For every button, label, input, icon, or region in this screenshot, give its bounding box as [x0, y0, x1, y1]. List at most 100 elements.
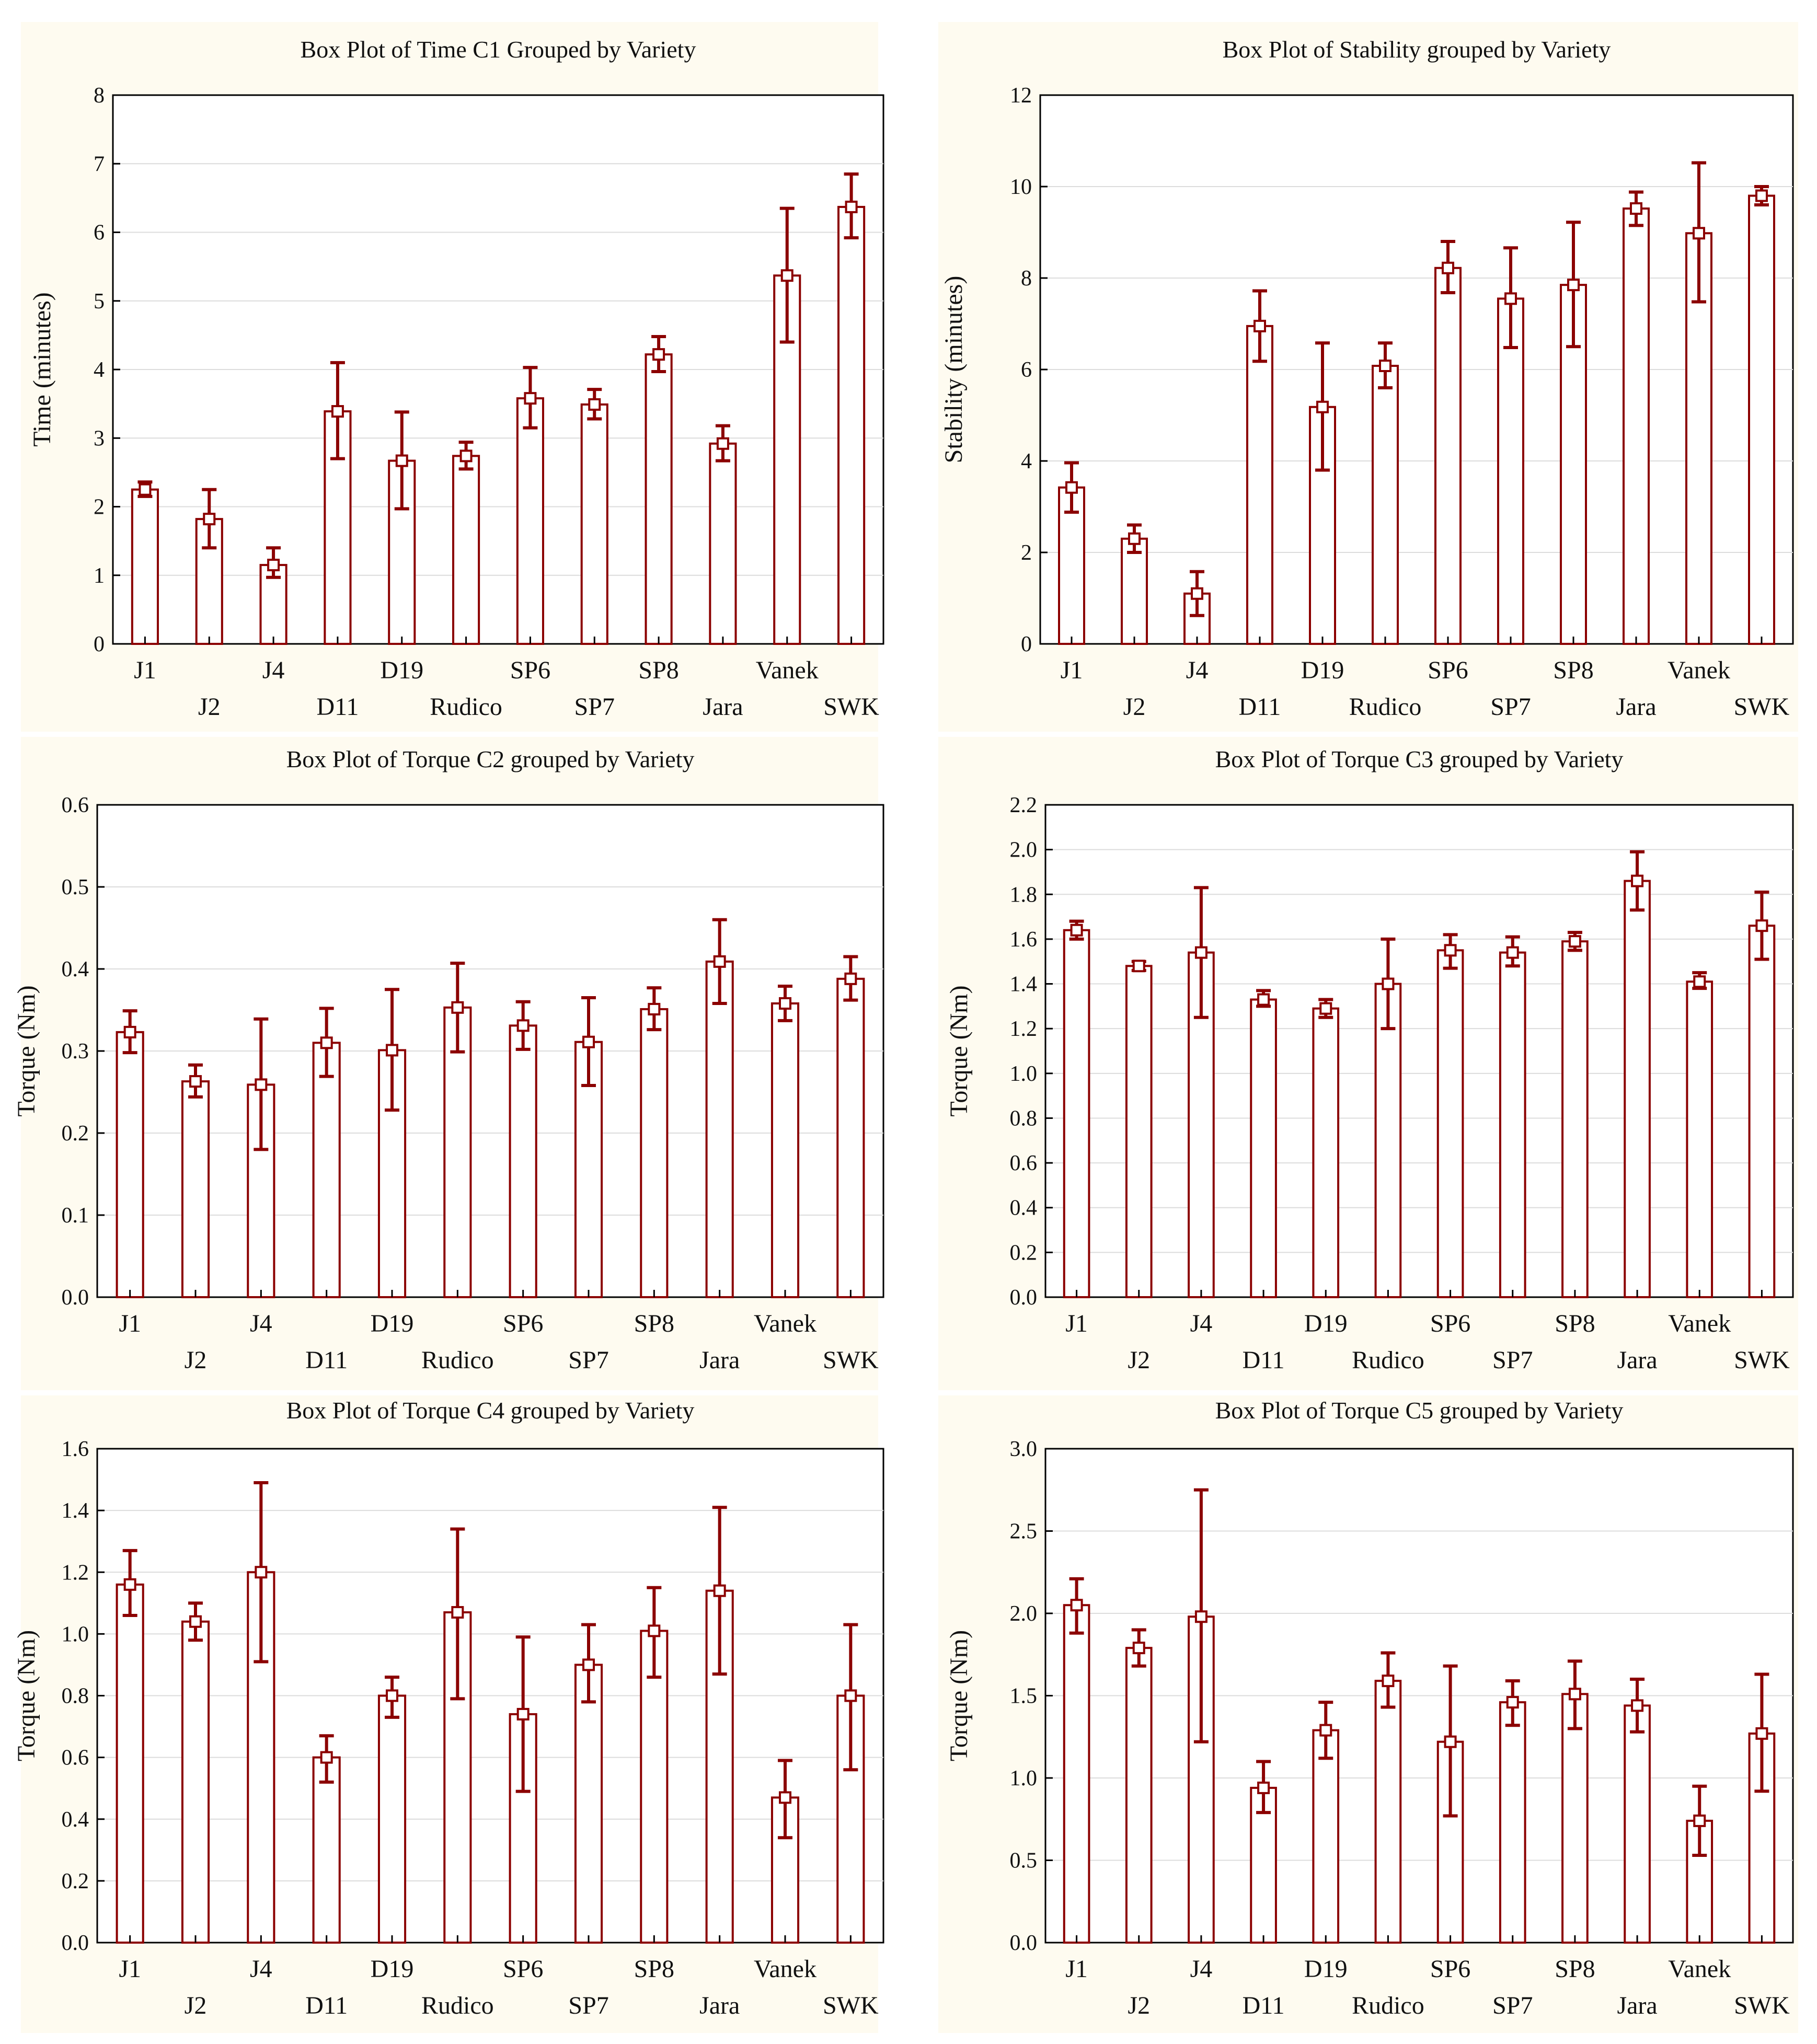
mean-marker	[1319, 1002, 1332, 1015]
bar	[312, 1042, 341, 1298]
mean-marker	[255, 1078, 268, 1091]
bar	[1686, 980, 1714, 1299]
x-category-label: Rudico	[1352, 1346, 1424, 1374]
mean-marker	[1755, 919, 1768, 932]
x-category-label: Vanek	[1668, 1310, 1731, 1337]
x-category-label: Vanek	[754, 1955, 816, 1983]
y-tick-label: 0.0	[62, 1931, 89, 1955]
y-tick-label: 4	[94, 358, 105, 382]
y-tick-label: 3	[94, 426, 105, 451]
x-category-label: Rudico	[430, 693, 502, 721]
y-tick-label: 0.2	[62, 1869, 89, 1893]
mean-marker	[1444, 944, 1457, 957]
x-category-label: D11	[1243, 1346, 1285, 1374]
mean-marker	[331, 405, 344, 418]
bar	[1623, 207, 1650, 645]
bar	[116, 1583, 144, 1944]
x-category-label: SP6	[1430, 1310, 1470, 1337]
mean-marker	[139, 483, 152, 496]
y-axis-label: Torque (Nm)	[945, 985, 973, 1116]
bar	[1748, 194, 1775, 645]
mean-marker	[459, 449, 473, 463]
x-category-label: SP8	[1553, 656, 1593, 684]
y-tick-label: 4	[1021, 449, 1032, 474]
mean-marker	[588, 398, 601, 411]
mean-marker	[845, 200, 858, 213]
bar	[1499, 1701, 1526, 1944]
bar	[1063, 1604, 1090, 1944]
x-category-label: SP8	[1555, 1310, 1595, 1337]
x-category-label: SP8	[638, 656, 678, 684]
bar	[574, 1664, 603, 1944]
y-tick-label: 0.4	[62, 1808, 89, 1832]
bar	[580, 403, 608, 645]
y-axis-label: Torque (Nm)	[945, 1630, 973, 1761]
x-category-label: J4	[1186, 656, 1209, 684]
mean-marker	[582, 1658, 595, 1671]
y-tick-label: 5	[94, 290, 105, 314]
x-category-label: Vanek	[1668, 656, 1730, 684]
bar	[640, 1008, 669, 1298]
y-tick-label: 0.0	[1010, 1286, 1038, 1310]
mean-marker	[1194, 1610, 1208, 1623]
x-category-label: Jara	[703, 693, 743, 721]
y-tick-label: 10	[1010, 175, 1032, 199]
x-category-label: D19	[371, 1310, 414, 1337]
mean-marker	[1316, 400, 1329, 413]
y-tick-label: 0.3	[62, 1040, 89, 1064]
mean-marker	[255, 1566, 268, 1579]
y-tick-label: 8	[1021, 267, 1032, 291]
x-category-label: J4	[250, 1310, 272, 1337]
mean-marker	[1506, 1696, 1519, 1709]
x-category-label: SP6	[503, 1955, 543, 1983]
chart-svg-torque-c4: Box Plot of Torque C4 grouped by Variety…	[13, 1397, 884, 2019]
y-axis-label: Stability (minutes)	[940, 276, 968, 464]
bar	[516, 397, 544, 645]
x-category-label: D19	[1304, 1310, 1348, 1337]
x-category-label: SP7	[1490, 693, 1531, 721]
bar	[1497, 297, 1524, 645]
x-category-label: J4	[1190, 1955, 1213, 1983]
mean-marker	[1693, 1814, 1706, 1827]
mean-marker	[652, 348, 665, 361]
y-tick-label: 0.4	[62, 957, 89, 981]
x-category-label: J4	[250, 1955, 272, 1983]
bar	[1246, 325, 1273, 645]
mean-marker	[203, 513, 216, 526]
mean-marker	[1070, 1599, 1083, 1612]
mean-marker	[1442, 261, 1454, 274]
mean-marker	[1631, 1699, 1644, 1712]
mean-marker	[123, 1025, 136, 1038]
mean-marker	[1630, 202, 1642, 215]
y-axis-label: Torque (Nm)	[13, 985, 40, 1116]
x-category-label: SP7	[1492, 1346, 1533, 1374]
mean-marker	[1693, 975, 1706, 988]
x-category-label: J2	[185, 1992, 207, 2019]
y-tick-label: 2.5	[1010, 1520, 1038, 1544]
mean-marker	[1631, 874, 1644, 887]
y-tick-label: 1.6	[1010, 928, 1038, 952]
x-category-label: D11	[305, 1992, 348, 2019]
mean-marker	[451, 1001, 464, 1014]
x-category-label: J1	[1061, 656, 1083, 684]
bar	[312, 1756, 341, 1944]
plot-area	[1044, 804, 1794, 1298]
chart-panel-torque-c4: Box Plot of Torque C4 grouped by Variety…	[13, 1395, 884, 2033]
mean-marker	[1444, 1735, 1457, 1748]
mean-marker	[780, 269, 794, 282]
mean-marker	[648, 1002, 661, 1015]
x-category-label: Jara	[699, 1346, 740, 1374]
y-tick-label: 0.8	[62, 1684, 89, 1708]
y-tick-label: 1.2	[1010, 1017, 1038, 1041]
y-tick-label: 0.5	[1010, 1849, 1038, 1873]
chart-title: Box Plot of Torque C5 grouped by Variety	[1215, 1397, 1624, 1424]
y-tick-label: 0.0	[1010, 1931, 1038, 1955]
y-tick-label: 7	[94, 152, 105, 176]
x-category-label: J1	[119, 1955, 141, 1983]
mean-marker	[1379, 360, 1392, 372]
mean-marker	[1568, 1688, 1581, 1701]
bar	[836, 977, 865, 1298]
x-category-label: Rudico	[421, 1992, 494, 2019]
y-axis-label: Time (minutes)	[28, 292, 56, 447]
bar	[770, 1002, 800, 1298]
